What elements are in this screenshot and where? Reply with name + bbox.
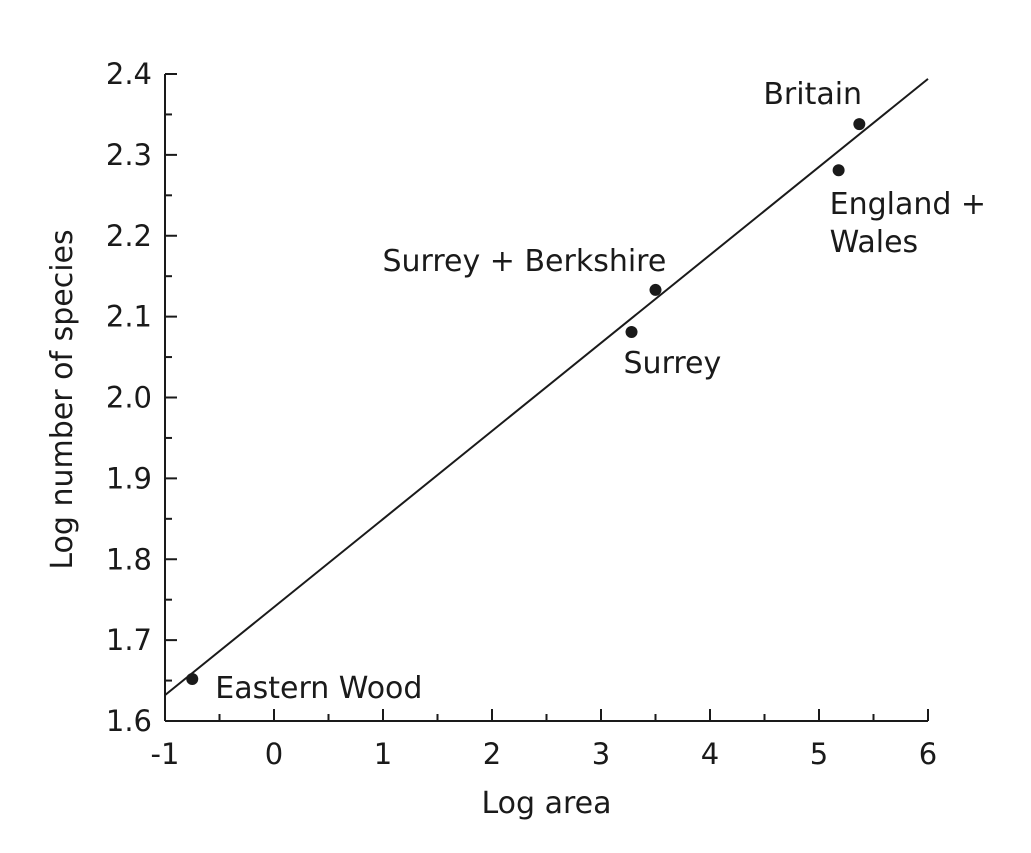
data-point-britain	[853, 118, 866, 131]
y-axis-title: Log number of species	[45, 229, 80, 569]
x-tick-label: -1	[151, 737, 180, 771]
data-point-england-wales	[832, 164, 845, 177]
data-point-eastern-wood	[186, 672, 199, 685]
y-tick-label: 2.4	[106, 57, 152, 91]
y-tick-label: 2.1	[106, 300, 152, 334]
y-tick-label: 2.3	[106, 138, 152, 172]
x-tick-label: 3	[592, 737, 610, 771]
x-tick-label: 6	[919, 737, 937, 771]
plot-area: 1.6 1.7 1.8 1.9 2.0 2.1 2.2 2.3 2.4 -1 0 1 2 3 4 5 6 Log …	[45, 57, 986, 821]
y-tick-label: 2.0	[106, 381, 152, 415]
regression-line	[164, 78, 929, 696]
x-tick-label: 2	[483, 737, 501, 771]
x-tick-label: 5	[810, 737, 828, 771]
x-tick-label: 1	[374, 737, 392, 771]
point-label-surrey-berkshire: Surrey + Berkshire	[383, 244, 667, 279]
y-tick-label: 2.2	[106, 219, 152, 253]
data-point-surrey	[625, 325, 638, 338]
point-label-eastern-wood: Eastern Wood	[215, 671, 422, 706]
y-tick-label: 1.9	[106, 461, 152, 495]
x-axis-title: Log area	[481, 786, 611, 821]
data-point-surrey-berkshire	[649, 283, 662, 296]
x-tick-label: 0	[265, 737, 283, 771]
y-tick-label: 1.7	[106, 623, 152, 657]
point-label-england-wales: England + Wales	[830, 187, 986, 260]
y-tick-label: 1.6	[106, 704, 152, 738]
y-tick-label: 1.8	[106, 542, 152, 576]
point-label-surrey: Surrey	[624, 346, 722, 381]
point-label-britain: Britain	[763, 77, 862, 112]
x-tick-label: 4	[701, 737, 719, 771]
